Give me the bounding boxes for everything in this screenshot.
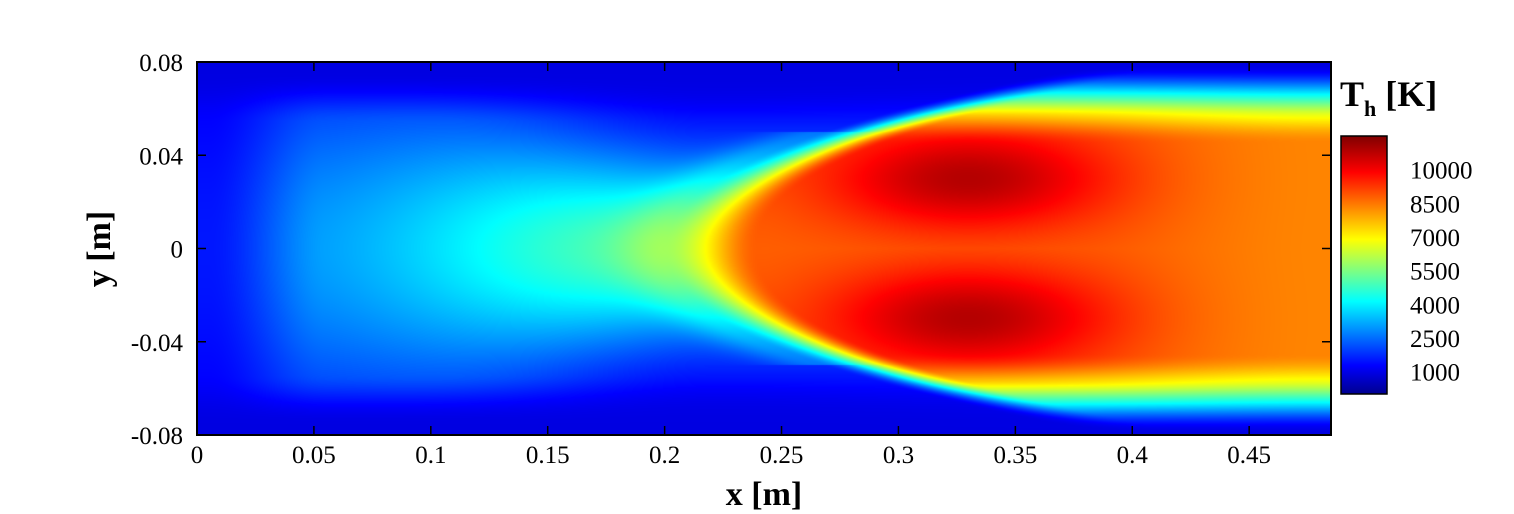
y-tick-label: 0 [171,237,184,264]
colorbar-tick-label: 1000 [1410,360,1460,387]
y-tick-label: -0.08 [131,423,183,450]
y-tick-label: 0.04 [139,143,183,170]
x-tick-label: 0.25 [760,442,804,469]
y-tick-label: -0.04 [131,330,184,357]
x-tick-label: 0.15 [526,442,570,469]
plot-area [196,61,1332,436]
x-axis-title: x [m] [726,476,802,513]
colorbar-title-unit: [K] [1376,74,1437,114]
colorbar-tick-label: 2500 [1410,326,1460,353]
colorbar-title-main: T [1340,74,1364,114]
x-tick-label: 0.2 [649,442,680,469]
x-tick-label: 0.4 [1117,442,1149,469]
y-tick-label: 0.08 [139,50,183,77]
colorbar-tick-label: 8500 [1410,191,1460,218]
colorbar-gradient [1340,135,1388,395]
x-tick-label: 0.35 [993,442,1037,469]
colorbar: Th [K] 10000 8500 7000 5500 4000 2500 1000 [1340,74,1473,395]
x-axis-ticks: 0 0.05 0.1 0.15 0.2 0.25 0.3 0.35 0.4 0.45 [191,62,1271,469]
colorbar-title-subscript: h [1364,96,1376,121]
x-tick-label: 0.45 [1227,442,1271,469]
y-axis-ticks: 0.08 0.04 0 -0.04 -0.08 [131,50,1331,450]
x-tick-label: 0.05 [292,442,336,469]
x-tick-label: 0 [191,442,204,469]
colorbar-tick-label: 5500 [1410,259,1460,286]
colorbar-tick-label: 10000 [1410,158,1473,185]
colorbar-title: Th [K] [1340,74,1437,121]
y-axis-title: y [m] [81,211,118,287]
x-tick-label: 0.3 [883,442,914,469]
x-tick-label: 0.1 [415,442,446,469]
colorbar-tick-labels: 10000 8500 7000 5500 4000 2500 1000 [1410,158,1473,387]
temperature-heatmap [197,62,1331,435]
colorbar-tick-label: 7000 [1410,225,1460,252]
colorbar-tick-label: 4000 [1410,292,1460,319]
